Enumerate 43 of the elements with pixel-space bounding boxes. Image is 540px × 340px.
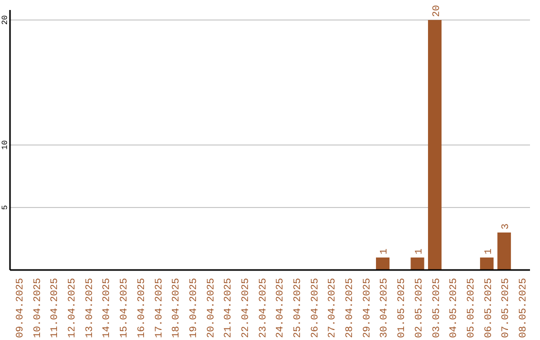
x-tick-label: 04.05.2025 [449,278,460,338]
x-tick-label: 08.05.2025 [518,278,530,338]
x-tick-label: 12.04.2025 [68,278,79,338]
x-tick-label: 17.04.2025 [154,278,166,338]
x-tick-label: 30.04.2025 [380,278,391,338]
data-label: 3 [501,223,512,230]
x-tick-label: 05.05.2025 [466,278,478,338]
bar [376,258,390,270]
bar [497,232,511,270]
x-tick-label: 14.04.2025 [102,278,114,338]
x-tick-label: 28.04.2025 [345,278,356,338]
x-tick-label: 03.05.2025 [432,278,443,338]
x-tick-label: 10.04.2025 [32,278,44,338]
data-label: 20 [432,4,443,17]
x-tick-label: 21.04.2025 [224,278,235,338]
bar [428,20,442,270]
x-tick-label: 26.04.2025 [310,278,322,338]
x-tick-label: 25.04.2025 [293,278,304,338]
y-tick-label: 20 [1,15,10,25]
x-tick-label: 16.04.2025 [136,278,148,338]
x-tick-label: 13.04.2025 [84,278,96,338]
x-tick-label: 01.05.2025 [397,278,408,338]
data-label: 1 [484,248,495,254]
x-tick-label: 18.04.2025 [172,278,183,338]
x-tick-label: 24.04.2025 [276,278,287,338]
x-tick-label: 29.04.2025 [362,278,374,338]
x-tick-label: 22.04.2025 [240,278,252,338]
y-tick-label: 10 [1,140,10,150]
bar [480,258,494,270]
x-tick-label: 15.04.2025 [120,278,131,338]
x-tick-label: 19.04.2025 [188,278,200,338]
x-tick-label: 23.04.2025 [258,278,270,338]
bar [410,258,424,270]
x-tick-label: 11.04.2025 [50,278,62,338]
x-tick-label: 09.04.2025 [16,278,26,338]
data-label: 1 [414,248,426,254]
y-tick-label: 5 [1,204,10,210]
x-tick-label: 06.05.2025 [484,278,495,338]
data-label: 1 [380,248,391,254]
x-tick-label: 02.05.2025 [414,278,426,338]
x-tick-label: 27.04.2025 [328,278,339,338]
x-tick-label: 07.05.2025 [501,278,512,338]
x-tick-label: 20.04.2025 [206,278,218,338]
